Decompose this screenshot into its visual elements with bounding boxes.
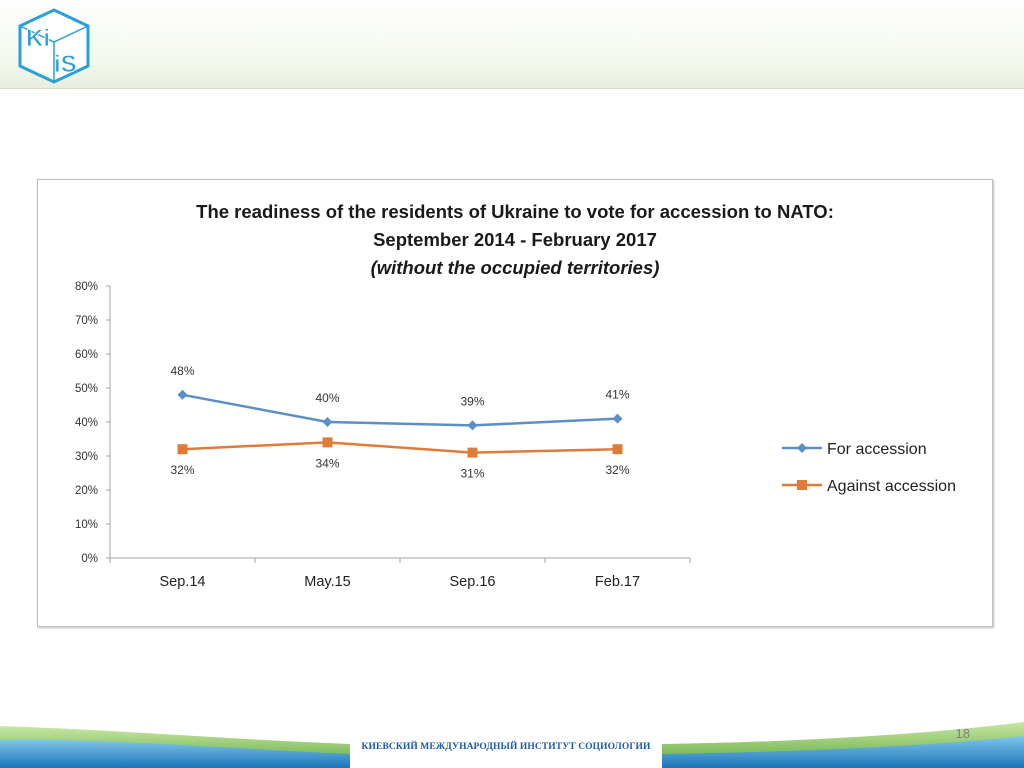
data-point: [322, 437, 333, 448]
legend-marker: [797, 443, 807, 453]
data-point: [322, 417, 333, 427]
y-tick-label: 70%: [75, 315, 98, 327]
y-tick-label: 30%: [75, 451, 98, 463]
y-tick-label: 0%: [81, 553, 98, 565]
legend-label: For accession: [827, 441, 927, 458]
series-line: [182, 441, 618, 454]
chart-title: The readiness of the residents of Ukrain…: [196, 201, 834, 278]
y-tick-label: 10%: [75, 519, 98, 531]
y-tick-label: 50%: [75, 383, 98, 395]
line-chart: The readiness of the residents of Ukrain…: [75, 201, 956, 590]
chart-axes: 0% 10% 20% 30% 40% 50% 60% 70% 80% Sep.14 May.15 Se…: [75, 281, 691, 590]
x-tick-label: Sep.16: [450, 574, 496, 590]
footer-institute-name: КИЕВСКИЙ МЕЖДУНАРОДНЫЙ ИНСТИТУТ СОЦИОЛОГ…: [350, 738, 662, 756]
data-point: [612, 444, 623, 455]
y-tick-label: 20%: [75, 485, 98, 497]
data-label: 48%: [170, 364, 194, 378]
data-point: [177, 389, 188, 400]
legend-label: Against accession: [827, 478, 956, 495]
header-band: Ki iS: [0, 0, 1024, 89]
data-point: [467, 420, 478, 431]
chart-title-line: September 2014 - February 2017: [373, 229, 657, 250]
data-label: 39%: [460, 394, 484, 408]
chart-title-line: The readiness of the residents of Ukrain…: [196, 201, 834, 222]
data-point: [467, 447, 478, 458]
data-label: 34%: [315, 456, 339, 470]
data-point: [177, 444, 188, 455]
y-tick-label: 80%: [75, 281, 98, 293]
footer-wave: [0, 722, 1024, 768]
chart-legend: For accession Against accession: [782, 441, 956, 495]
legend-marker: [797, 480, 807, 490]
data-label: 41%: [605, 388, 629, 402]
data-point: [612, 413, 623, 424]
logo-text-top: Ki: [26, 25, 50, 52]
data-label: 31%: [460, 467, 484, 481]
y-tick-label: 40%: [75, 417, 98, 429]
chart-title-line: (without the occupied territories): [371, 257, 660, 278]
x-tick-label: May.15: [304, 574, 350, 590]
data-label: 40%: [315, 391, 339, 405]
x-tick-label: Feb.17: [595, 574, 640, 590]
series-line: [182, 393, 618, 427]
y-tick-label: 60%: [75, 349, 98, 361]
chart-series: 48% 40% 39% 41% 32% 34% 31% 32%: [170, 364, 629, 481]
chart-panel: The readiness of the residents of Ukrain…: [37, 179, 993, 627]
logo-text-bottom: iS: [54, 51, 77, 78]
x-tick-label: Sep.14: [160, 574, 206, 590]
kiis-logo: Ki iS: [18, 8, 90, 84]
data-label: 32%: [170, 463, 194, 477]
page-number: 18: [955, 726, 970, 741]
data-label: 32%: [605, 463, 629, 477]
